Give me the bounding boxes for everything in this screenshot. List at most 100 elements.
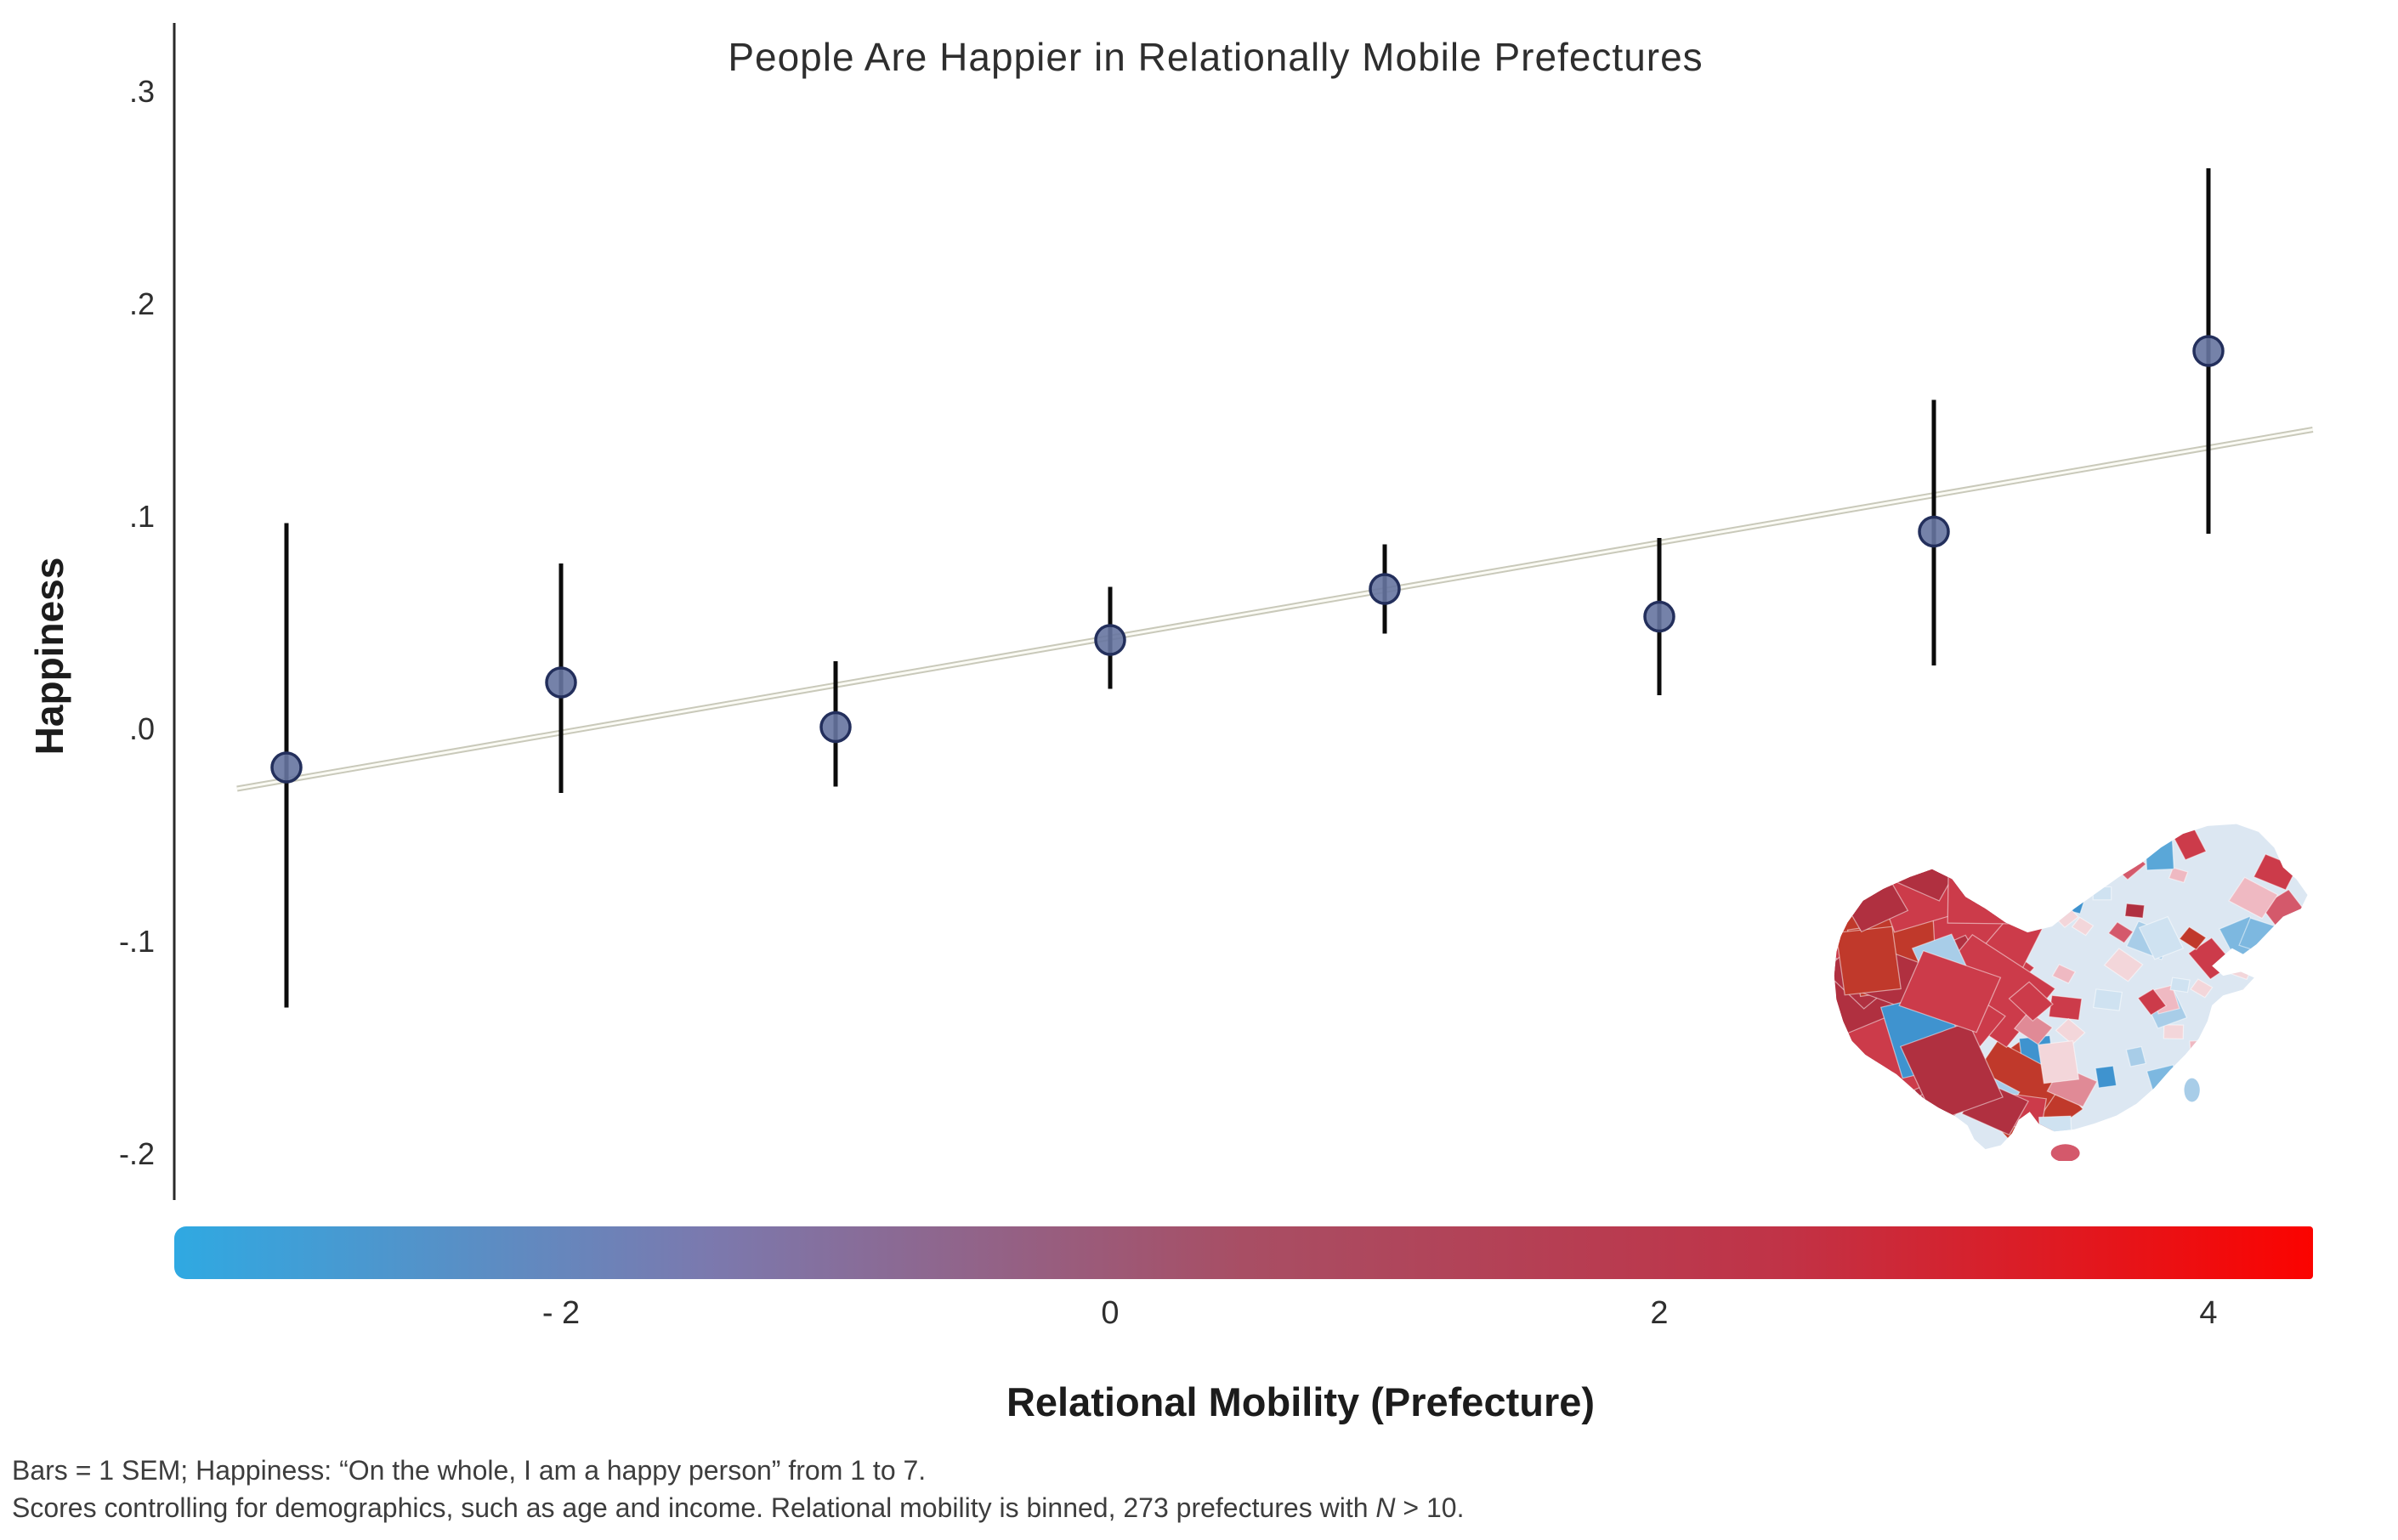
prefecture-patch	[2037, 1039, 2080, 1084]
data-point	[819, 711, 852, 744]
prefecture-patch	[2031, 835, 2062, 869]
prefecture-patch	[2282, 824, 2308, 842]
prefecture-patch	[2168, 867, 2189, 884]
prefecture-patch	[2124, 903, 2146, 919]
prefecture-patch	[2258, 1052, 2302, 1092]
prefecture-patch	[2092, 886, 2112, 901]
data-point	[545, 666, 577, 699]
prefecture-patch	[2241, 1030, 2278, 1063]
prefecture-patch	[2133, 1101, 2154, 1122]
prefecture-patch	[2210, 1074, 2251, 1105]
prefecture-patch	[2013, 1011, 2054, 1045]
prefecture-patch	[1834, 1099, 1892, 1150]
y-tick-label: .2	[128, 286, 155, 321]
data-point	[2192, 335, 2225, 367]
prefecture-patch	[2252, 1129, 2279, 1150]
x-tick-label: - 2	[541, 1295, 581, 1331]
data-point	[1918, 515, 1950, 548]
prefecture-patch	[1947, 849, 2053, 926]
prefecture-patch	[2226, 1002, 2266, 1032]
x-tick-label: 2	[1650, 1295, 1669, 1331]
prefecture-patch	[2169, 977, 2191, 994]
footnote-line-2: Scores controlling for demographics, suc…	[12, 1489, 1464, 1526]
y-tick-label: .3	[128, 74, 155, 109]
prefecture-patch	[2287, 824, 2307, 835]
prefecture-patch	[2095, 1065, 2117, 1089]
prefecture-patch	[2051, 964, 2077, 984]
prefecture-patch	[2144, 838, 2175, 871]
prefecture-patch	[2006, 876, 2045, 915]
prefecture-patch	[1860, 824, 1947, 865]
prefecture-patch	[2289, 1094, 2308, 1113]
prefecture-patch	[2189, 1039, 2222, 1074]
x-axis-colorbar	[174, 1226, 2313, 1279]
taiwan-island	[2184, 1078, 2200, 1102]
prefecture-patch	[2208, 1087, 2241, 1116]
prefecture-patch	[2055, 1017, 2086, 1045]
y-tick-label: .0	[128, 711, 155, 746]
prefecture-patch	[2103, 948, 2144, 982]
prefecture-patch	[2028, 853, 2079, 894]
prefecture-patch	[2206, 1056, 2237, 1080]
hainan-island	[2050, 1144, 2080, 1163]
prefecture-patch	[1967, 824, 2035, 877]
prefecture-patch	[2197, 1074, 2227, 1106]
x-tick-label: 0	[1101, 1295, 1120, 1331]
china-choropleth-map	[1828, 814, 2316, 1163]
prefecture-patch	[2271, 957, 2308, 993]
y-tick-label: -.2	[118, 1136, 155, 1171]
prefecture-patch	[1960, 824, 2011, 857]
prefecture-patch	[2158, 1107, 2187, 1138]
prefecture-patch	[2179, 926, 2208, 951]
prefecture-patch	[2209, 1051, 2242, 1088]
prefecture-patch	[2275, 824, 2291, 834]
prefecture-patch	[2050, 885, 2088, 914]
footnote-line-2-pre: Scores controlling for demographics, suc…	[12, 1492, 1376, 1523]
data-point	[270, 751, 303, 784]
prefecture-patch	[2092, 988, 2123, 1011]
prefecture-patch	[2026, 831, 2058, 863]
footnote-line-2-n: N	[1375, 1492, 1396, 1523]
prefecture-patch	[1899, 1021, 2004, 1123]
footnote: Bars = 1 SEM; Happiness: “On the whole, …	[12, 1452, 1464, 1526]
prefecture-patch	[2071, 916, 2095, 937]
chart-title: People Are Happier in Relationally Mobil…	[728, 35, 1704, 79]
prefecture-patch	[2010, 824, 2054, 842]
prefecture-patch	[1835, 926, 1902, 996]
prefecture-patch	[2107, 921, 2134, 944]
prefecture-patch	[2095, 824, 2138, 847]
prefecture-patch	[2271, 1116, 2305, 1141]
footnote-line-2-post: > 10.	[1395, 1492, 1465, 1523]
data-point	[1369, 573, 1401, 605]
prefecture-patch	[2027, 1129, 2044, 1146]
prefecture-patch	[2137, 988, 2168, 1016]
prefecture-patch	[2140, 1122, 2180, 1150]
prefecture-patch	[2258, 1090, 2288, 1118]
prefecture-patch	[1834, 1095, 1902, 1150]
prefecture-patch	[2135, 1114, 2169, 1146]
prefecture-patch	[2248, 1096, 2285, 1126]
y-tick-label: .1	[128, 499, 155, 534]
data-point	[1094, 624, 1126, 656]
prefecture-patch	[1917, 824, 2003, 874]
prefecture-patch	[2096, 824, 2151, 869]
footnote-line-1: Bars = 1 SEM; Happiness: “On the whole, …	[12, 1455, 927, 1486]
prefecture-patch	[2163, 1024, 2185, 1039]
x-tick-label: 4	[2199, 1295, 2218, 1331]
prefecture-patch	[2190, 978, 2214, 999]
prefecture-patch	[2134, 1117, 2158, 1135]
prefecture-patch	[2019, 878, 2070, 920]
y-axis-label: Happiness	[27, 557, 71, 756]
prefecture-patch	[2138, 915, 2185, 960]
prefecture-patch	[2146, 1064, 2183, 1101]
china-map-svg	[1834, 824, 2308, 1163]
prefecture-patch	[2125, 1045, 2147, 1067]
prefecture-patch	[2170, 1098, 2199, 1122]
fit-line-core	[236, 428, 2313, 790]
prefecture-patch	[1834, 824, 1906, 885]
data-point	[1643, 600, 1675, 633]
prefecture-patch	[2109, 1125, 2158, 1150]
prefecture-patch	[1939, 824, 2059, 883]
